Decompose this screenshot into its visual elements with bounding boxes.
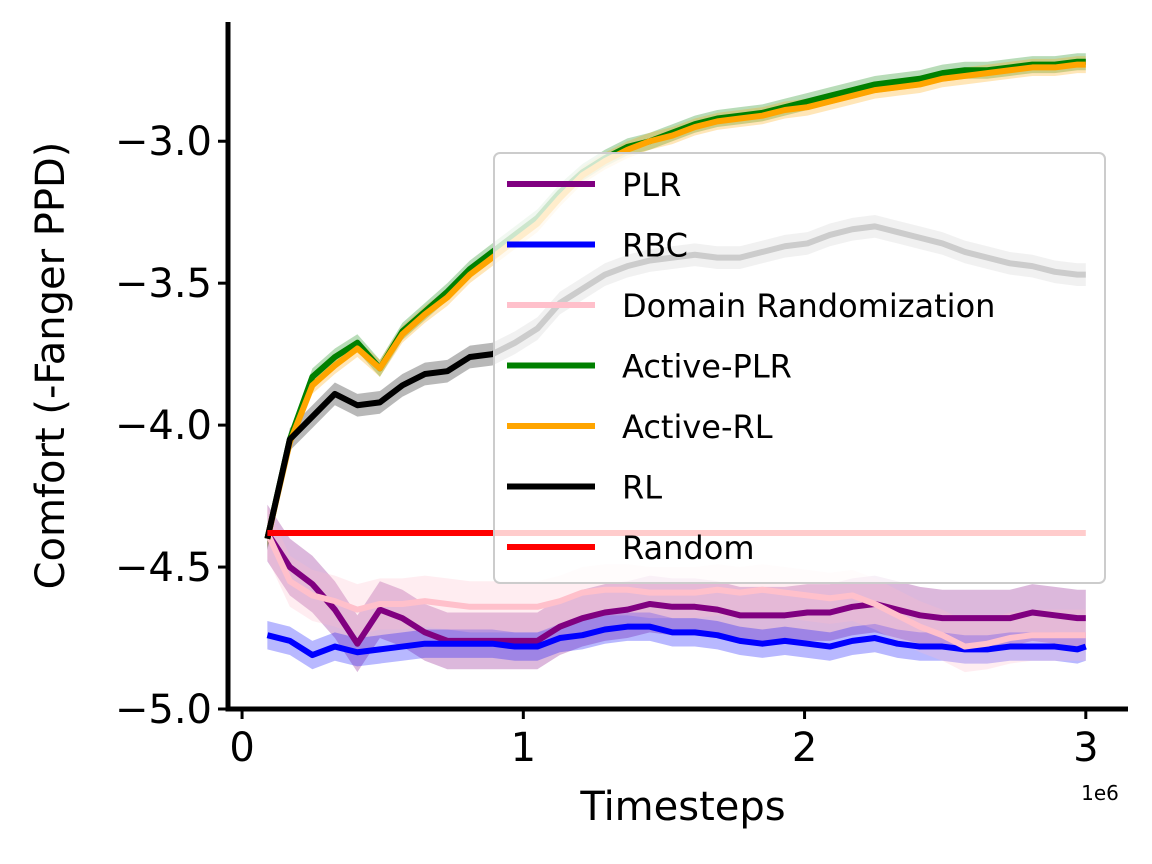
legend-label-active-rl: Active-RL	[622, 408, 773, 446]
legend: PLR RBC Domain Randomization Active-PLR Acti…	[493, 152, 1106, 584]
legend-label-domain-randomization: Domain Randomization	[622, 287, 995, 325]
x-axis-offset-label: 1e6	[1081, 781, 1119, 805]
legend-label-rl: RL	[622, 469, 662, 507]
legend-label-rbc: RBC	[622, 227, 688, 265]
y-axis-label: Comfort (-Fanger PPD)	[28, 142, 74, 590]
y-tick-label: −4.0	[115, 403, 212, 449]
series-line-plr	[264, 531, 1086, 647]
band-plr	[267, 504, 1086, 673]
band-active-plr	[267, 53, 1086, 548]
x-tick-label: 3	[1073, 725, 1098, 771]
band-rl	[267, 215, 1086, 551]
x-tick-label: 0	[229, 725, 254, 771]
y-tick-label: −5.0	[115, 687, 212, 733]
series-line-rbc	[266, 623, 1087, 659]
band-active-rl	[267, 56, 1086, 548]
y-tick-label: −4.5	[115, 545, 212, 591]
x-tick-label: 1	[511, 725, 536, 771]
legend-label-active-plr: Active-PLR	[622, 348, 792, 386]
legend-label-plr: PLR	[622, 166, 681, 204]
legend-frame	[493, 152, 1106, 584]
x-tick-label: 2	[792, 725, 817, 771]
y-tick-label: −3.5	[115, 261, 212, 307]
axes	[225, 22, 1128, 712]
series-line-active-rl	[264, 61, 1086, 540]
band-rbc	[267, 612, 1086, 670]
y-tick-label: −3.0	[115, 119, 212, 165]
x-axis-label: Timesteps	[579, 784, 785, 830]
tick-labels: 0 1 2 3 −5.0 −4.5 −4.0 −3.5 −3.0	[115, 119, 1099, 771]
series-line-domain-randomization	[264, 531, 1086, 650]
legend-label-random: Random	[622, 529, 754, 567]
